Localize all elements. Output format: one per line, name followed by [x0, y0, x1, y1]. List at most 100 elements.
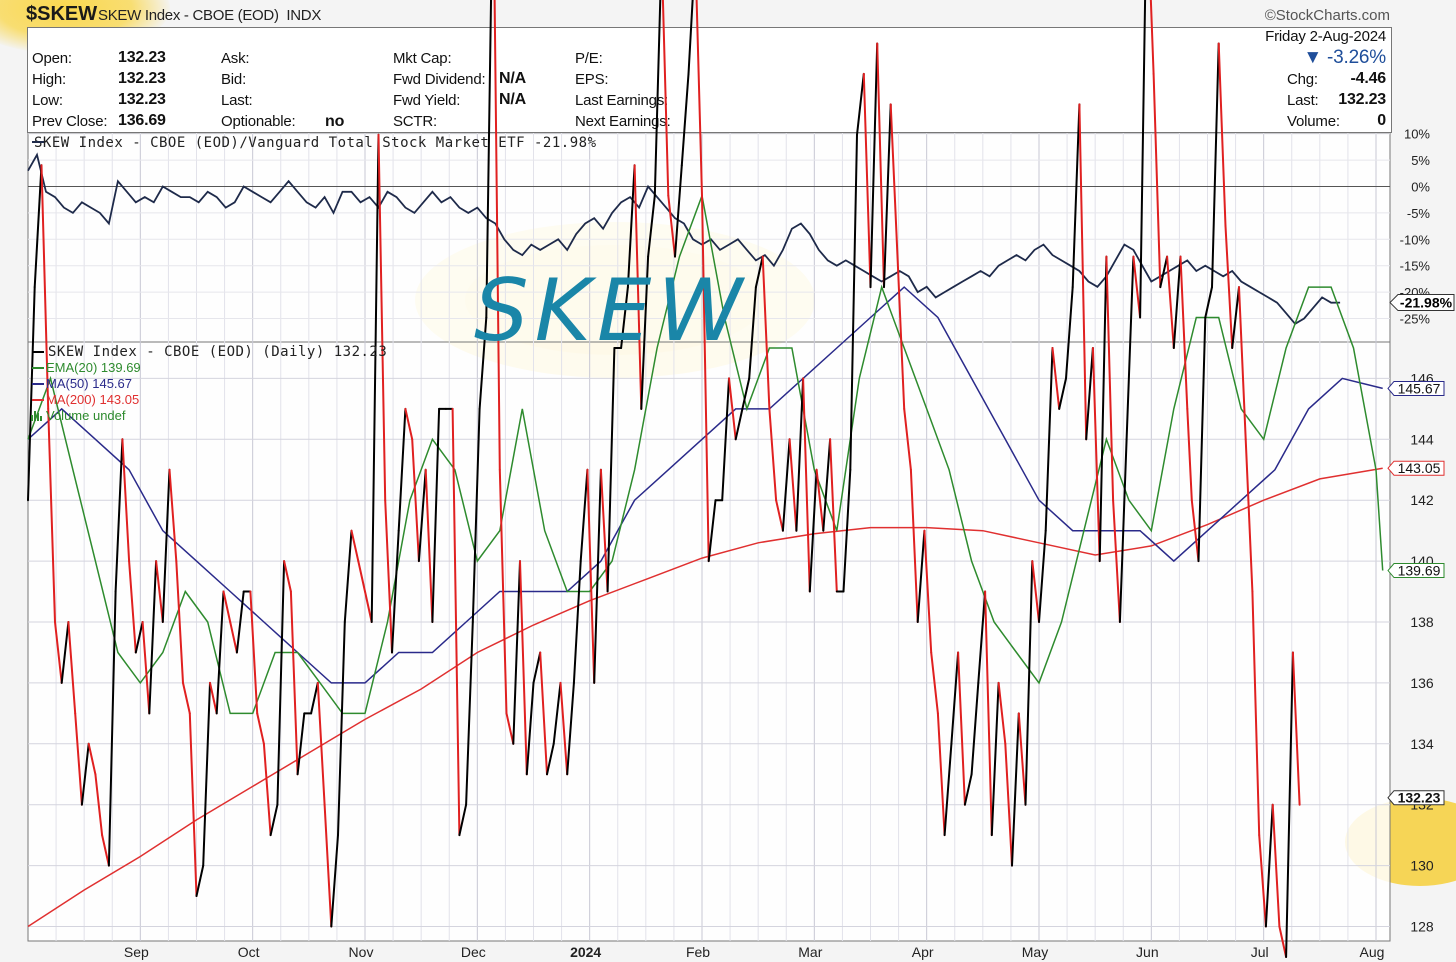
price-segment-down	[47, 407, 56, 623]
price-segment-up	[1098, 255, 1108, 563]
price-segment-down	[1186, 407, 1193, 502]
relative-last-label: -21.98%	[1400, 295, 1453, 311]
price-segment-up	[296, 712, 306, 776]
price-segment-up	[856, 72, 865, 136]
price-segment-up	[337, 621, 346, 837]
last-value-tag: 132.23	[1387, 790, 1445, 806]
fwd-dividend-label: Fwd Dividend:	[393, 71, 486, 88]
price-segment-up	[532, 651, 542, 684]
price-segment-down	[451, 407, 461, 837]
price-segment-up	[148, 560, 158, 715]
last-value-label: 132.23	[1398, 790, 1441, 806]
relative-tick-label: -5%	[1407, 206, 1431, 221]
volume-icon	[40, 416, 42, 421]
price-segment-down	[74, 712, 83, 806]
price-segment-up	[552, 681, 562, 745]
price-segment-down	[505, 712, 515, 745]
prev-close-value: 136.69	[118, 112, 166, 129]
price-segment-down	[262, 742, 272, 837]
price-segment-down	[168, 468, 178, 563]
price-segment-up	[114, 438, 124, 593]
price-segment-up	[707, 499, 717, 563]
price-segment-up	[1125, 255, 1135, 441]
price-segment-down	[1190, 499, 1200, 563]
price-segment-down	[493, 0, 501, 471]
last-mid-label: Last:	[221, 92, 253, 109]
high-label: High:	[32, 71, 67, 88]
price-line	[27, 0, 1301, 958]
price-segment-down	[815, 468, 825, 532]
price-segment-up	[397, 407, 407, 532]
price-segment-up	[990, 681, 1000, 837]
price-segment-down	[40, 164, 50, 410]
price-segment-up	[1139, 0, 1147, 319]
price-segment-up	[1071, 103, 1081, 289]
index-name: SKEW Index - CBOE (EOD)	[98, 7, 279, 24]
open-label: Open:	[32, 50, 72, 67]
price-segment-down	[876, 42, 885, 289]
price-segment-up	[269, 803, 279, 837]
x-tick-label: May	[1022, 944, 1048, 960]
brand-logo[interactable]: ©StockCharts.com	[1265, 7, 1390, 24]
price-segment-down	[936, 712, 946, 837]
price-segment-down	[229, 621, 238, 654]
price-segment-up	[795, 377, 805, 532]
relative-line	[27, 152, 1341, 325]
price-segment-up	[1159, 255, 1169, 289]
relative-tick-label: -10%	[1400, 232, 1431, 247]
price-segment-down	[701, 194, 710, 563]
price-segment-up	[107, 590, 117, 867]
price-segment-up	[754, 255, 764, 289]
sctr-label: SCTR:	[393, 113, 438, 130]
price-segment-down	[1244, 438, 1254, 593]
price-segment-down	[728, 377, 737, 441]
price-segment-down	[633, 164, 643, 410]
price-segment-up	[33, 164, 43, 289]
price-segment-up	[653, 0, 662, 197]
price-segment-down	[1238, 286, 1247, 441]
price-segment-down	[364, 590, 373, 623]
volume-value: 0	[1377, 112, 1386, 129]
price-segment-down	[695, 0, 703, 197]
price-segment-up	[593, 468, 602, 684]
ticker-symbol[interactable]: $SKEW	[26, 3, 98, 25]
price-segment-up	[620, 286, 629, 349]
price-segment-up	[195, 864, 205, 897]
x-tick-label: Jul	[1251, 944, 1269, 960]
price-segment-down	[1224, 225, 1234, 349]
price-segment-down	[1132, 255, 1142, 319]
high-value: 132.23	[118, 70, 166, 87]
price-segment-up	[970, 681, 980, 776]
price-segment-up	[27, 286, 36, 502]
price-segment-down	[1251, 590, 1261, 837]
open-value: 132.23	[118, 49, 166, 66]
price-segment-down	[896, 255, 906, 410]
volume-icon	[31, 415, 33, 421]
price-segment-down	[775, 499, 784, 532]
price-segment-up	[478, 316, 488, 410]
price-segment-down	[1004, 742, 1013, 867]
last-value-box	[1387, 380, 1445, 396]
price-segment-down	[1091, 347, 1101, 563]
x-tick-label: Sep	[124, 944, 149, 960]
copyright-icon: ©	[1264, 7, 1276, 24]
price-segment-up	[1065, 286, 1074, 380]
price-segment-down	[1051, 347, 1061, 410]
last-value-tag: 139.69	[1387, 563, 1445, 579]
price-segment-up	[674, 164, 683, 258]
chg-label: Chg:	[1287, 71, 1318, 88]
pe-label: P/E:	[575, 50, 603, 67]
ticker-name: SKEW Index - CBOE (EOD) INDX	[98, 7, 321, 24]
last-value-tag: 145.67	[1387, 380, 1445, 396]
last-value-tag: 143.05	[1387, 460, 1445, 476]
price-segment-up	[1264, 803, 1274, 928]
price-segment-down	[249, 590, 259, 715]
price-segment-up	[235, 590, 245, 654]
price-segment-down	[188, 712, 198, 897]
price-segment-down	[404, 407, 414, 441]
price-segment-down	[661, 0, 670, 197]
price-segment-down	[222, 590, 232, 623]
relative-last-tag	[1389, 294, 1455, 312]
price-segment-down	[424, 468, 434, 623]
